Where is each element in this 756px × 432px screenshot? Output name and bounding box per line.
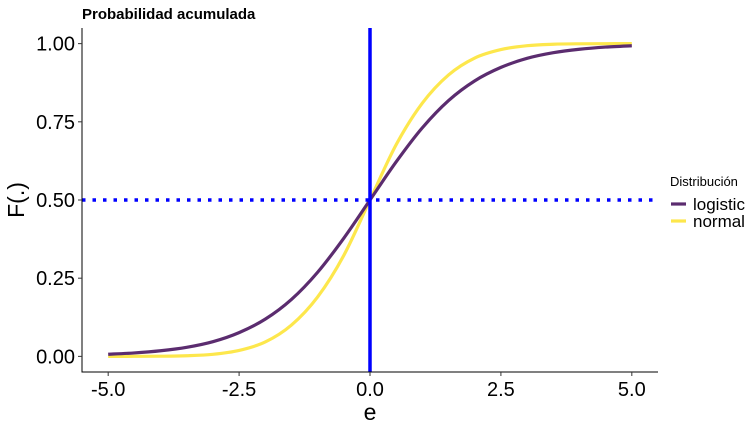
y-tick-label: 0.00 <box>36 346 75 368</box>
y-tick-label: 0.25 <box>36 268 75 290</box>
x-axis-title: e <box>364 399 377 425</box>
legend-label-normal: normal <box>693 212 745 231</box>
y-tick-label: 1.00 <box>36 34 75 56</box>
y-axis-title: F(.) <box>3 182 29 218</box>
axes: -5.0 -2.5 0.0 2.5 5.0 0.00 0.25 0.50 0.75 1.00 <box>36 28 658 401</box>
plot-area <box>82 28 658 372</box>
x-tick-label: 5.0 <box>618 379 646 401</box>
chart-title: Probabilidad acumulada <box>82 6 256 23</box>
y-tick-label: 0.75 <box>36 112 75 134</box>
legend-title: Distribución <box>670 174 738 189</box>
x-tick-label: 2.5 <box>487 379 515 401</box>
legend-label-logistic: logistic <box>693 195 745 214</box>
y-tick-label: 0.50 <box>36 190 75 212</box>
x-tick-label: -5.0 <box>91 379 125 401</box>
x-tick-label: 0.0 <box>356 379 384 401</box>
x-tick-label: -2.5 <box>222 379 256 401</box>
